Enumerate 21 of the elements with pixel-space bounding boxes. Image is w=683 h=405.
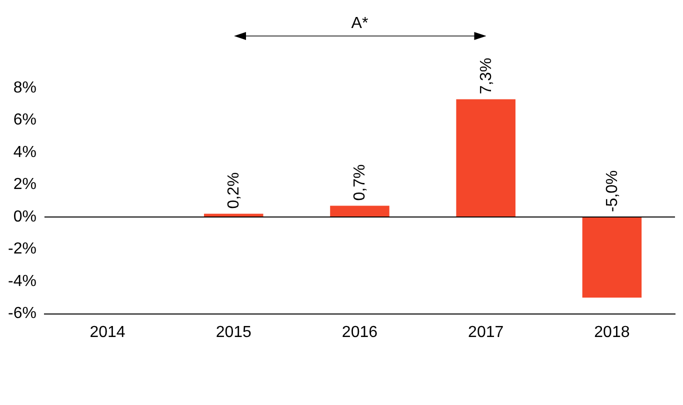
y-tick-label: 2% (13, 176, 36, 194)
text: A* (351, 15, 368, 32)
x-tick-label: 2017 (468, 324, 504, 341)
y-tick-label: 6% (13, 112, 36, 129)
y-tick-label: -2% (8, 240, 36, 258)
y-tick-label: 8% (13, 79, 36, 96)
bar (456, 99, 516, 218)
x-tick-label: 2018 (594, 324, 630, 341)
data-label: 0,2% (226, 172, 243, 209)
y-tick-label: 0% (13, 208, 36, 226)
y-tick-label: -4% (8, 272, 36, 290)
y-tick-label: 4% (13, 144, 36, 161)
data-label: -5,0% (604, 170, 621, 212)
bar (330, 206, 390, 218)
x-tick-label: 2016 (342, 324, 378, 341)
x-tick-label: 2014 (90, 324, 126, 341)
bar (582, 217, 642, 298)
x-tick-label: 2015 (216, 324, 252, 341)
y-tick-label: -6% (8, 305, 36, 322)
data-label: 0,7% (352, 164, 369, 201)
data-label: 7,3% (478, 58, 495, 94)
